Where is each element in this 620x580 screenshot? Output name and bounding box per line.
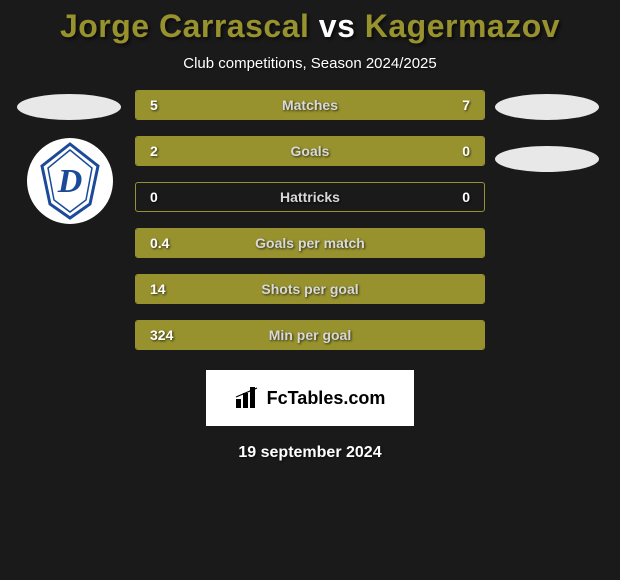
stat-label: Min per goal: [269, 327, 351, 343]
subtitle: Club competitions, Season 2024/2025: [0, 55, 620, 72]
stat-fill-left: [136, 137, 397, 165]
stat-right-value: 7: [462, 97, 470, 113]
right-oval-placeholder-2: [495, 146, 599, 172]
title-vs: vs: [309, 8, 364, 44]
player-left-name: Jorge Carrascal: [60, 8, 309, 44]
stat-label: Matches: [282, 97, 338, 113]
stat-bar-min-per-goal: 324 Min per goal: [135, 320, 485, 350]
stat-label: Goals: [291, 143, 330, 159]
comparison-widget: Jorge Carrascal vs Kagermazov Club compe…: [0, 0, 620, 470]
right-oval-placeholder-1: [495, 94, 599, 120]
stat-bar-shots-per-goal: 14 Shots per goal: [135, 274, 485, 304]
stats-column: 5 Matches 7 2 Goals 0 0 Hattricks 0 0.4 Goals per …: [135, 90, 485, 350]
stat-left-value: 0: [150, 189, 158, 205]
shield-icon: D: [38, 142, 102, 220]
svg-text:D: D: [57, 163, 83, 200]
player-right-name: Kagermazov: [365, 8, 560, 44]
page-title: Jorge Carrascal vs Kagermazov: [0, 8, 620, 45]
stat-bar-goals: 2 Goals 0: [135, 136, 485, 166]
club-badge-left: D: [27, 138, 113, 224]
stat-left-value: 324: [150, 327, 173, 343]
stat-label: Shots per goal: [261, 281, 358, 297]
logo-text: FcTables.com: [267, 388, 386, 409]
stat-left-value: 14: [150, 281, 166, 297]
stat-label: Hattricks: [280, 189, 340, 205]
left-side-column: D: [17, 90, 125, 224]
stat-right-value: 0: [462, 189, 470, 205]
stat-left-value: 0.4: [150, 235, 169, 251]
stat-left-value: 2: [150, 143, 158, 159]
stat-right-value: 0: [462, 143, 470, 159]
date-line: 19 september 2024: [0, 444, 620, 462]
stat-left-value: 5: [150, 97, 158, 113]
stat-bar-hattricks: 0 Hattricks 0: [135, 182, 485, 212]
stat-bar-matches: 5 Matches 7: [135, 90, 485, 120]
fctables-logo: FcTables.com: [206, 370, 414, 426]
right-side-column: [495, 90, 603, 172]
bars-icon: [235, 387, 261, 409]
stat-bar-goals-per-match: 0.4 Goals per match: [135, 228, 485, 258]
main-row: D 5 Matches 7 2 Goals 0 0 Hattricks 0 0.4 Goals pe…: [0, 90, 620, 350]
left-oval-placeholder: [17, 94, 121, 120]
stat-fill-right: [397, 137, 484, 165]
stat-label: Goals per match: [255, 235, 365, 251]
